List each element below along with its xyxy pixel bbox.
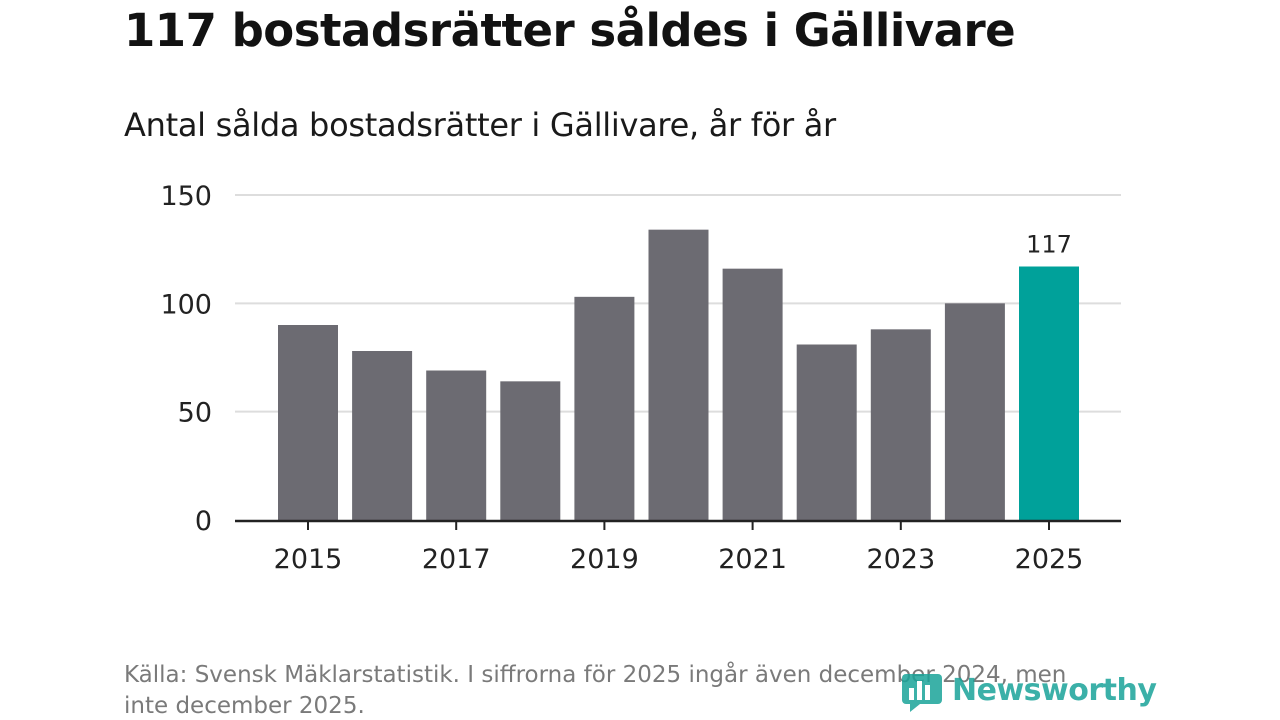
- bars: [278, 229, 1079, 520]
- bar-2020: [648, 229, 709, 520]
- y-tick-label: 50: [178, 398, 212, 429]
- bar-2022: [796, 344, 857, 520]
- bar-2024: [944, 303, 1005, 520]
- chart-subtitle: Antal sålda bostadsrätter i Gällivare, å…: [124, 106, 836, 144]
- data-labels: 117: [1026, 231, 1072, 259]
- bar-2015: [278, 325, 338, 520]
- bar-2016: [352, 351, 413, 520]
- x-tick-label: 2023: [866, 544, 935, 575]
- x-tick-label: 2019: [570, 544, 639, 575]
- x-tick-label: 2021: [718, 544, 787, 575]
- logo-text: Newsworthy: [952, 672, 1157, 708]
- bar-chart-logo-icon: [902, 674, 942, 712]
- data-label-2025: 117: [1026, 231, 1072, 259]
- y-tick-label: 150: [160, 181, 212, 212]
- x-tick-label: 2015: [274, 544, 343, 575]
- bar-2023: [870, 329, 931, 520]
- bar-2019: [574, 296, 635, 520]
- x-tick-label: 2025: [1015, 544, 1084, 575]
- bar-2021: [722, 268, 783, 520]
- newsworthy-logo: Newsworthy: [900, 668, 1157, 712]
- bar-2018: [500, 381, 561, 520]
- bar-2025: [1019, 266, 1079, 520]
- bar-chart: 0 50 100 150 2015 2017 2019 2021 2023 2025 117: [160, 181, 1121, 575]
- x-axis-ticks: 2015 2017 2019 2021 2023 2025: [274, 520, 1084, 575]
- y-tick-label: 0: [195, 506, 212, 537]
- x-tick-label: 2017: [422, 544, 491, 575]
- y-tick-label: 100: [160, 289, 212, 320]
- chart-title: 117 bostadsrätter såldes i Gällivare: [124, 4, 1016, 57]
- bar-2017: [426, 370, 487, 520]
- y-axis-ticks: 0 50 100 150: [160, 181, 212, 537]
